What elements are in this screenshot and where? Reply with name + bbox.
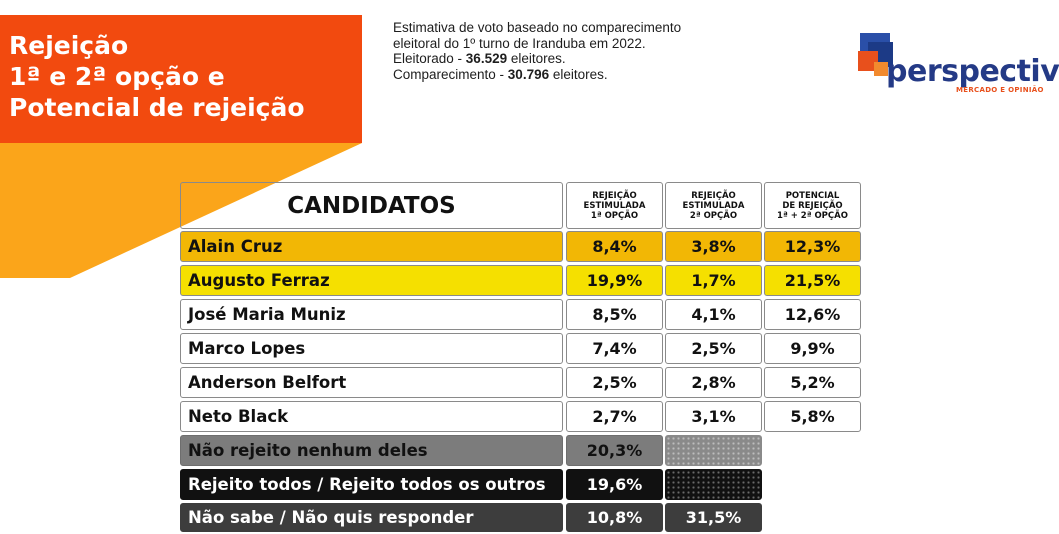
value-second-option: 2,5% — [665, 333, 762, 364]
header-rejection-second-option: REJEIÇÃO ESTIMULADA 2ª OPÇÃO — [665, 182, 762, 229]
candidate-name: Marco Lopes — [180, 333, 563, 364]
value-first-option: 19,6% — [566, 469, 663, 500]
dotted-placeholder — [665, 435, 762, 466]
value-potential: 5,8% — [764, 401, 861, 432]
title-line-3: Potencial de rejeição — [9, 93, 305, 122]
note-line-4: Comparecimento - 30.796 eleitores. — [393, 67, 681, 83]
header-text: REJEIÇÃO — [691, 190, 736, 201]
title-line-1: Rejeição — [9, 31, 129, 60]
electorate-label: Eleitorado - — [393, 51, 466, 66]
electorate-value: 36.529 — [465, 51, 508, 66]
logo-wordmark: perspectiva — [886, 54, 1059, 89]
candidate-name: José Maria Muniz — [180, 299, 563, 330]
header-candidates: CANDIDATOS — [180, 182, 563, 229]
note-line-2: eleitoral do 1º turno de Iranduba em 202… — [393, 35, 646, 51]
header-rejection-potential: POTENCIAL DE REJEIÇÃO 1ª + 2ª OPÇÃO — [764, 182, 861, 229]
value-first-option: 7,4% — [566, 333, 663, 364]
value-second-option: 31,5% — [665, 503, 762, 532]
page-title: Rejeição 1ª e 2ª opção e Potencial de re… — [9, 30, 305, 123]
value-potential: 9,9% — [764, 333, 861, 364]
header-text: ESTIMULADA — [583, 200, 646, 211]
logo-square-icon — [858, 51, 878, 71]
value-potential: 21,5% — [764, 265, 861, 296]
header-rejection-first-option: REJEIÇÃO ESTIMULADA 1ª OPÇÃO — [566, 182, 663, 229]
value-potential: 5,2% — [764, 367, 861, 398]
candidate-name: Anderson Belfort — [180, 367, 563, 398]
electorate-unit: eleitores. — [507, 51, 566, 66]
candidate-name: Alain Cruz — [180, 231, 563, 262]
header-text: POTENCIAL — [785, 190, 840, 201]
logo-tagline: MERCADO E OPINIÃO — [956, 86, 1044, 94]
value-second-option: 2,8% — [665, 367, 762, 398]
header-text: 2ª OPÇÃO — [689, 210, 738, 221]
value-second-option: 1,7% — [665, 265, 762, 296]
header-text: DE REJEIÇÃO — [782, 200, 843, 211]
value-first-option: 19,9% — [566, 265, 663, 296]
methodology-note: Estimativa de voto baseado no comparecim… — [393, 20, 681, 82]
candidate-name: Neto Black — [180, 401, 563, 432]
title-line-2: 1ª e 2ª opção e — [9, 62, 225, 91]
note-line-1: Estimativa de voto baseado no comparecim… — [393, 20, 682, 35]
note-line-3: Eleitorado - 36.529 eleitores. — [393, 51, 681, 67]
value-second-option: 3,1% — [665, 401, 762, 432]
header-text: ESTIMULADA — [682, 200, 745, 211]
value-first-option: 20,3% — [566, 435, 663, 466]
value-potential: 12,6% — [764, 299, 861, 330]
value-second-option: 3,8% — [665, 231, 762, 262]
header-text: 1ª + 2ª OPÇÃO — [777, 210, 848, 221]
value-first-option: 2,7% — [566, 401, 663, 432]
dont-know-label: Não sabe / Não quis responder — [180, 503, 563, 532]
value-second-option: 4,1% — [665, 299, 762, 330]
turnout-value: 30.796 — [507, 66, 550, 82]
reject-all-label: Rejeito todos / Rejeito todos os outros — [180, 469, 563, 500]
turnout-unit: eleitores. — [549, 66, 608, 82]
value-first-option: 2,5% — [566, 367, 663, 398]
turnout-label: Comparecimento - — [393, 66, 508, 82]
value-first-option: 8,5% — [566, 299, 663, 330]
no-rejection-label: Não rejeito nenhum deles — [180, 435, 563, 466]
dotted-placeholder — [665, 469, 762, 500]
header-text: REJEIÇÃO — [592, 190, 637, 201]
value-first-option: 8,4% — [566, 231, 663, 262]
perspectiva-logo: perspectiva MERCADO E OPINIÃO — [856, 30, 1059, 100]
title-banner — [0, 15, 362, 143]
value-first-option: 10,8% — [566, 503, 663, 532]
candidate-name: Augusto Ferraz — [180, 265, 563, 296]
header-text: 1ª OPÇÃO — [590, 210, 639, 221]
value-potential: 12,3% — [764, 231, 861, 262]
logo-square-icon — [874, 62, 888, 76]
